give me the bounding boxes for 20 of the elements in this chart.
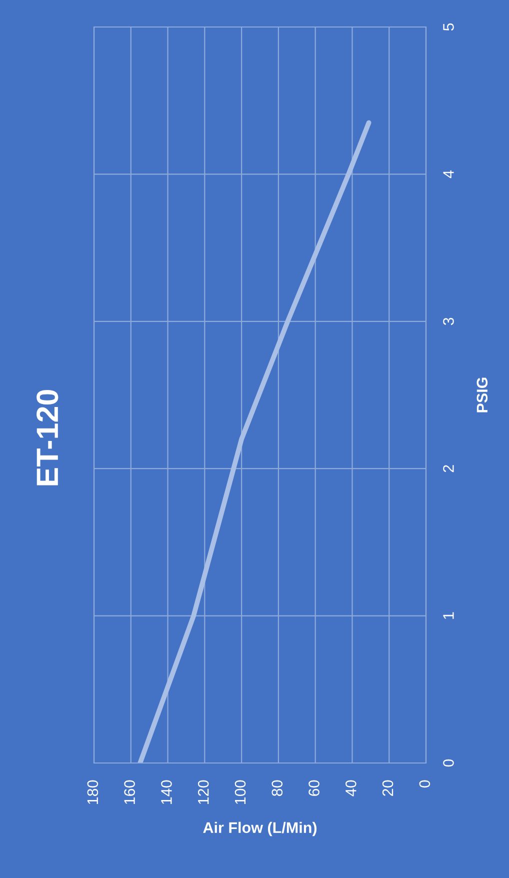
x-tick-label: 120 (198, 780, 209, 804)
y-tick-label: 5 (443, 23, 454, 31)
x-tick-label: 80 (272, 780, 283, 796)
x-axis-title: Air Flow (L/Min) (203, 822, 317, 836)
y-tick-label: 1 (443, 612, 454, 619)
y-tick-label: 2 (443, 465, 454, 472)
x-tick-label: 60 (308, 780, 320, 796)
x-tick-label: 100 (234, 780, 246, 804)
line-series (138, 120, 372, 763)
x-tick-label: 140 (161, 780, 172, 804)
x-tick-label: 160 (124, 780, 135, 804)
y-tick-label: 4 (443, 170, 454, 178)
y-tick-label: 0 (443, 759, 454, 767)
x-tick-label: 180 (87, 780, 98, 804)
x-tick-label: 20 (382, 780, 394, 796)
y-tick-label: 3 (443, 318, 454, 326)
x-tick-label: 40 (346, 780, 356, 796)
text: ET-120 (36, 390, 58, 486)
y-axis-title: PSIG (476, 378, 488, 412)
x-tick-label: 0 (419, 780, 430, 788)
